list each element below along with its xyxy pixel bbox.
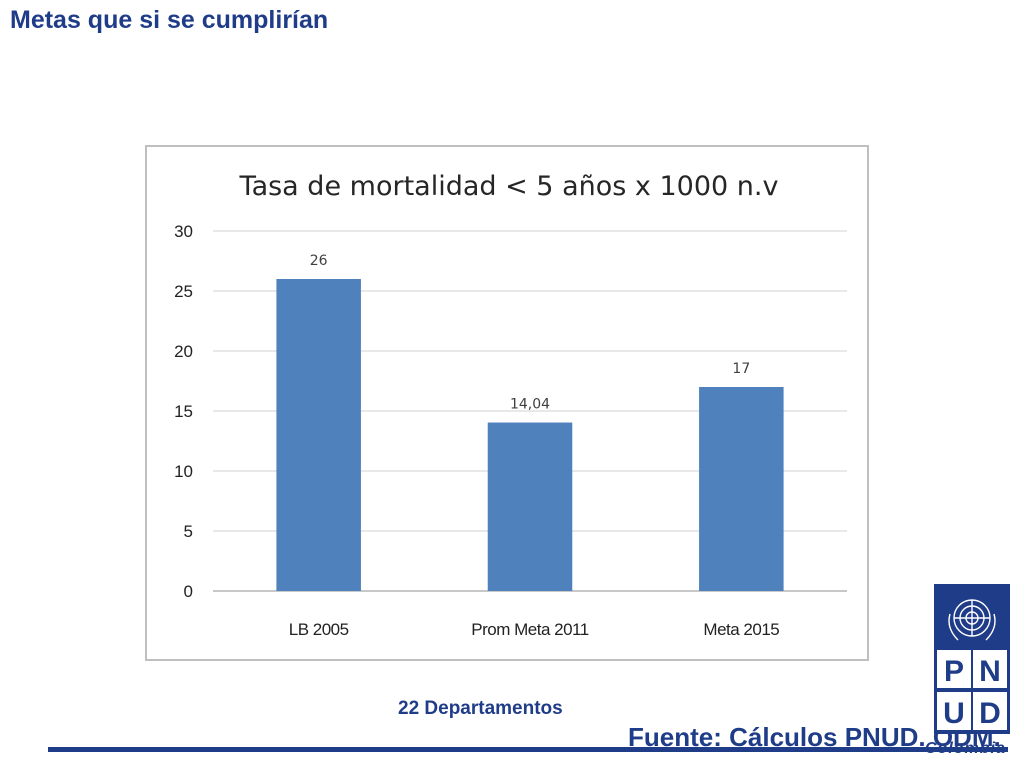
chart-title: Tasa de mortalidad < 5 años x 1000 n.v <box>239 171 779 202</box>
svg-text:D: D <box>979 697 1001 730</box>
y-tick-label: 20 <box>174 342 193 361</box>
undp-logo: P N U D <box>934 584 1010 734</box>
svg-text:N: N <box>979 655 1001 688</box>
bar <box>276 279 361 591</box>
bars <box>276 279 784 591</box>
x-category-label: LB 2005 <box>289 620 349 639</box>
departments-caption: 22 Departamentos <box>398 698 563 719</box>
svg-text:P: P <box>944 655 964 688</box>
y-tick-label: 30 <box>174 222 193 241</box>
y-tick-label: 0 <box>184 582 193 601</box>
y-tick-label: 5 <box>184 522 193 541</box>
data-label: 26 <box>310 253 328 269</box>
y-tick-label: 25 <box>174 282 193 301</box>
labels: 0 5 10 15 20 25 30 26 LB 2005 14,04 Prom Meta 2011… <box>174 222 780 639</box>
y-tick-label: 10 <box>174 462 193 481</box>
x-category-label: Prom Meta 2011 <box>471 620 588 639</box>
un-emblem-icon <box>948 599 996 641</box>
x-category-label: Meta 2015 <box>703 620 779 639</box>
footer-rule <box>48 747 1008 752</box>
data-label: 14,04 <box>510 397 550 413</box>
bar <box>699 387 784 591</box>
svg-text:U: U <box>943 697 965 730</box>
bar <box>487 422 573 591</box>
bar-chart: Tasa de mortalidad < 5 años x 1000 n.v 0… <box>174 171 847 639</box>
y-tick-label: 15 <box>174 402 193 421</box>
chart-container: Tasa de mortalidad < 5 años x 1000 n.v 0… <box>145 145 869 661</box>
logo-country-label: Colombia <box>925 740 1006 757</box>
data-label: 17 <box>732 361 750 377</box>
slide-title: Metas que si se cumplirían <box>10 6 329 34</box>
